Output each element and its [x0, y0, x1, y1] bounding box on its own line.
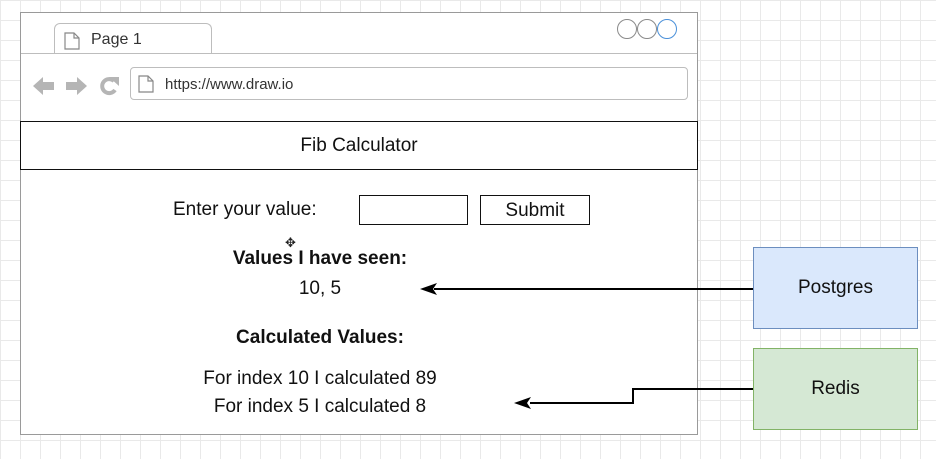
postgres-label: Postgres — [798, 277, 873, 298]
document-icon — [64, 32, 80, 50]
calculated-item: For index 5 I calculated 8 — [213, 396, 427, 417]
window-button-icon[interactable] — [637, 19, 657, 39]
move-cursor-icon: ✥ — [285, 235, 296, 250]
app-header: Fib Calculator — [20, 121, 698, 170]
redis-label: Redis — [811, 378, 860, 399]
calculated-item: For index 10 I calculated 89 — [203, 368, 437, 389]
value-input[interactable] — [359, 195, 468, 225]
postgres-edge — [420, 283, 753, 295]
calculated-heading: Calculated Values: — [236, 327, 404, 348]
app-title: Fib Calculator — [300, 135, 418, 156]
seen-values: 10, 5 — [298, 278, 342, 299]
window-button-icon[interactable] — [617, 19, 637, 39]
document-icon — [138, 75, 154, 93]
submit-button[interactable]: Submit — [480, 195, 590, 225]
address-bar[interactable]: https://www.draw.io — [130, 67, 688, 100]
refresh-icon[interactable] — [100, 77, 119, 96]
submit-label: Submit — [505, 200, 565, 221]
input-label: Enter your value: — [173, 199, 317, 220]
postgres-node: Postgres — [753, 247, 918, 329]
url-text: https://www.draw.io — [165, 76, 294, 93]
tab-label: Page 1 — [91, 31, 142, 48]
back-arrow-icon[interactable] — [33, 77, 54, 95]
navigation-buttons — [33, 75, 123, 102]
seen-heading: Values I have seen: — [232, 248, 408, 269]
tab-strip-divider — [21, 53, 697, 54]
browser-tab[interactable]: Page 1 — [54, 23, 212, 54]
forward-arrow-icon[interactable] — [66, 77, 87, 95]
redis-edge — [514, 388, 753, 409]
browser-window-mockup: Page 1 https://www.draw.io Fib Cal — [20, 12, 698, 435]
redis-node: Redis — [753, 348, 918, 430]
window-button-icon[interactable] — [657, 19, 677, 39]
